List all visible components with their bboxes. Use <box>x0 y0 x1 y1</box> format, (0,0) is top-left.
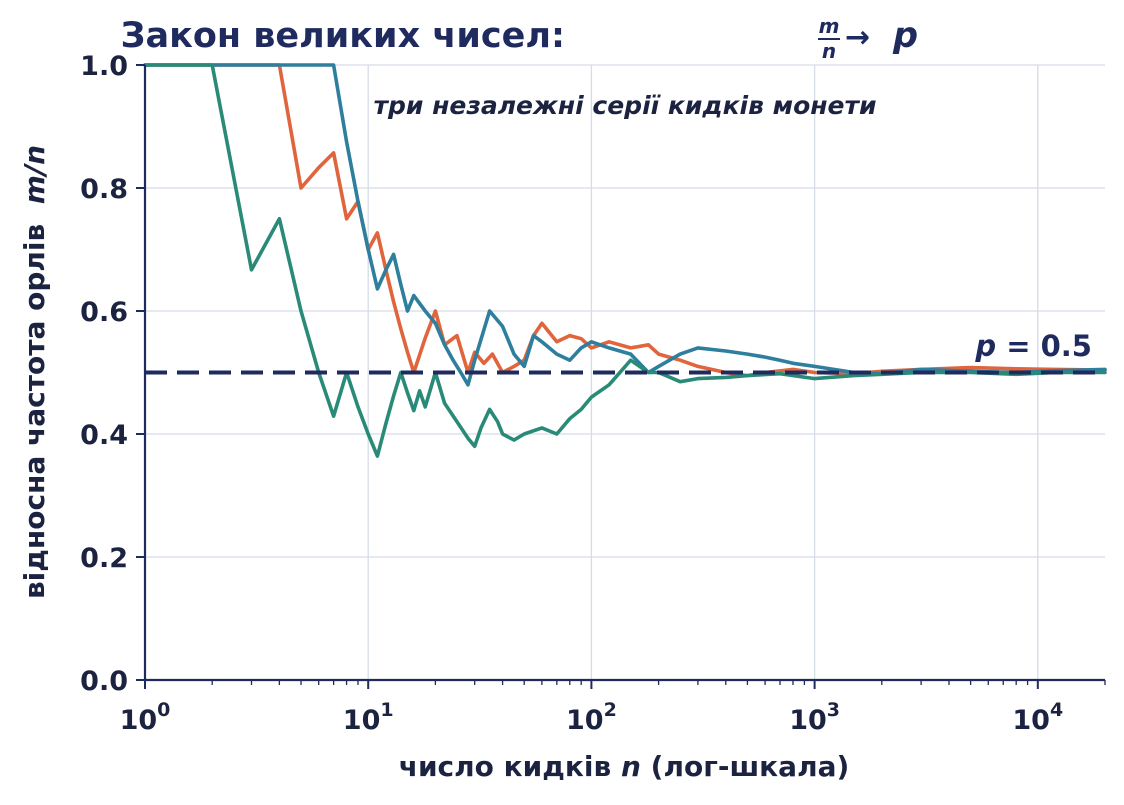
series-group <box>143 63 1107 458</box>
x-tick-label-exponent: 1 <box>380 699 393 721</box>
x-axis-label-var: n <box>621 750 641 783</box>
x-tick-label-exponent: 2 <box>604 699 617 721</box>
y-axis-label-prefix: відносна частота орлів <box>18 204 51 599</box>
x-tick-label-base: 10 <box>343 705 381 736</box>
y-tick-label: 0.8 <box>80 174 128 205</box>
x-axis-label: число кидків n (лог-шкала) <box>399 750 850 783</box>
reference-line-label-var: p <box>974 329 996 363</box>
y-axis-label: відносна частота орлів m/n <box>18 145 51 599</box>
title-target: p <box>892 16 918 56</box>
x-tick-label-exponent: 4 <box>1050 699 1063 721</box>
x-tick-label-base: 10 <box>1012 705 1050 736</box>
title-fraction-numerator: m <box>819 14 840 38</box>
x-tick-label-base: 10 <box>789 705 827 736</box>
x-tick-label: 100 <box>120 699 171 736</box>
chart-title: Закон великих чисел: <box>121 16 565 56</box>
x-tick-label-exponent: 3 <box>827 699 840 721</box>
title-fraction-denominator: n <box>822 39 836 63</box>
x-tick-label: 104 <box>1012 699 1063 736</box>
x-tick-label: 102 <box>566 699 617 736</box>
y-tick-label: 1.0 <box>80 51 128 82</box>
y-axis-label-var: m/n <box>18 145 51 204</box>
x-axis-label-suffix: (лог-шкала) <box>641 750 849 783</box>
y-tick-label: 0.4 <box>80 420 128 451</box>
y-tick-label: 0.2 <box>80 543 128 574</box>
x-tick-label-base: 10 <box>120 705 158 736</box>
title-arrow: → <box>845 20 870 55</box>
x-tick-label-exponent: 0 <box>157 699 170 721</box>
reference-line-label: p = 0.5 <box>974 329 1092 363</box>
x-axis-label-prefix: число кидків <box>399 750 621 783</box>
reference-line-label-value: = 0.5 <box>996 329 1092 363</box>
chart-subtitle: три незалежні серії кидків монети <box>373 91 876 120</box>
y-tick-label: 0.6 <box>80 297 128 328</box>
y-tick-label: 0.0 <box>80 666 128 697</box>
title-fraction: m n <box>818 14 840 63</box>
x-tick-label-base: 10 <box>566 705 604 736</box>
series-line-2 <box>143 63 1107 387</box>
x-tick-label: 101 <box>343 699 394 736</box>
x-tick-label: 103 <box>789 699 840 736</box>
